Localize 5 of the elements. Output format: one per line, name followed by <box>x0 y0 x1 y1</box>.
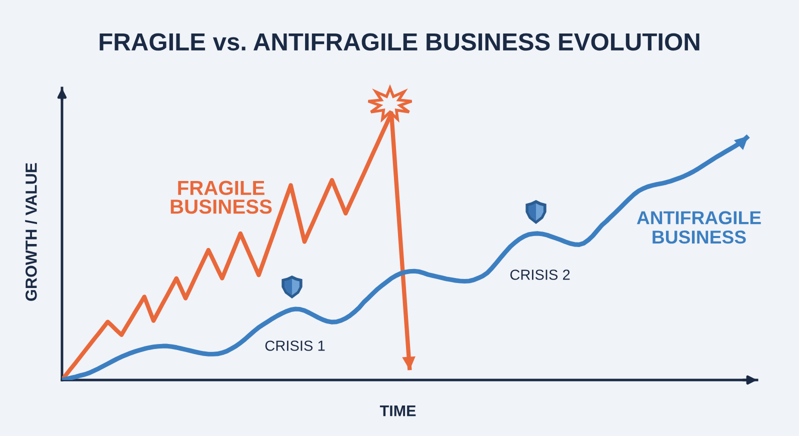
y-axis-title: GROWTH / VALUE <box>25 163 38 301</box>
annotation: CRISIS 2 <box>510 270 570 280</box>
series-label: ANTIFRAGILE BUSINESS <box>636 211 761 244</box>
chart-title: FRAGILE vs. ANTIFRAGILE BUSINESS EVOLUTION <box>100 33 700 51</box>
x-axis-title: TIME <box>380 406 416 416</box>
